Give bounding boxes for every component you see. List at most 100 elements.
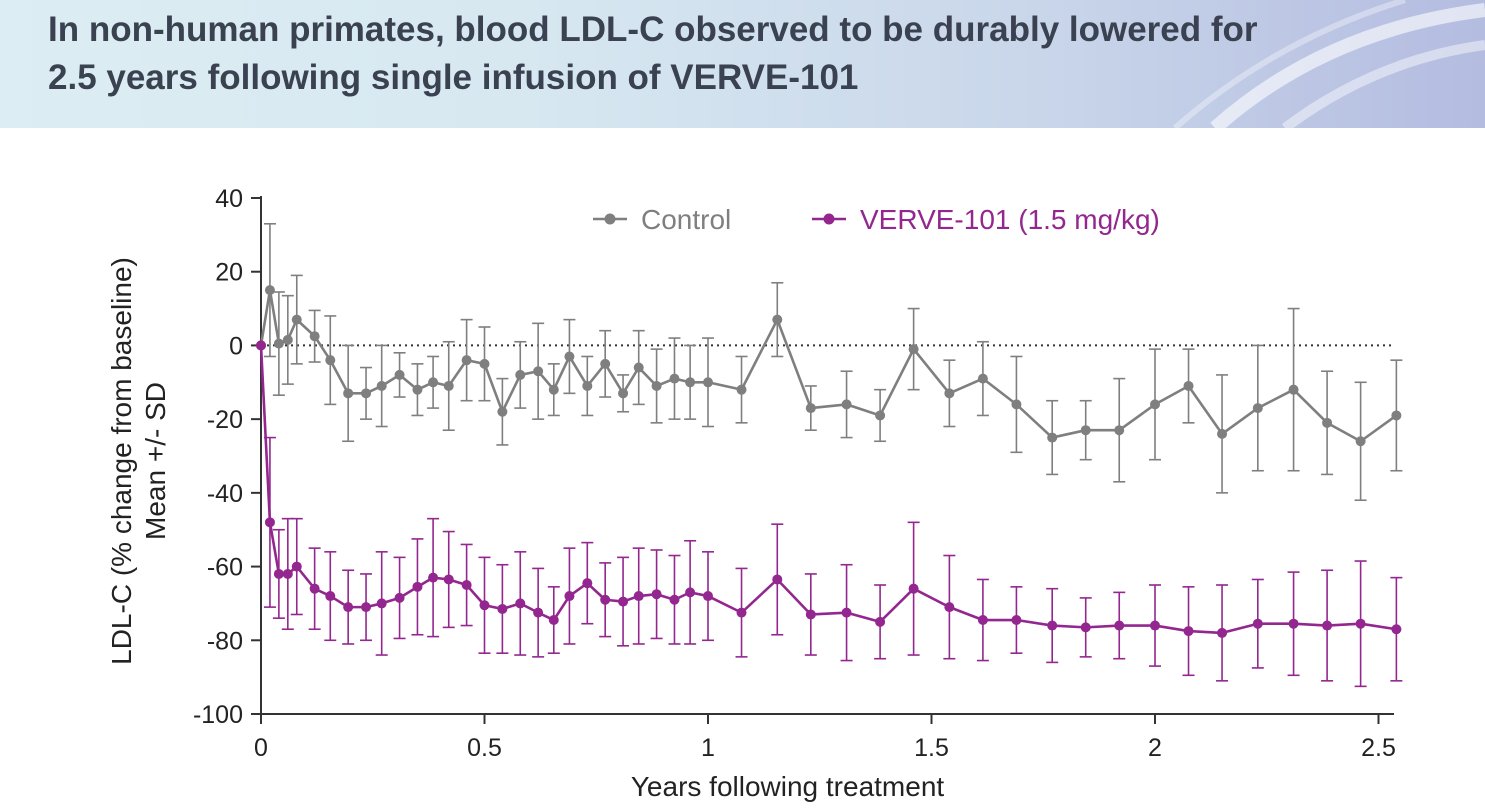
data-point-verve-101 — [703, 591, 713, 602]
data-point-control — [944, 388, 955, 399]
data-point-control — [669, 373, 680, 384]
data-point-verve-101 — [412, 581, 423, 592]
data-point-verve-101 — [1252, 618, 1263, 629]
data-point-verve-101 — [651, 589, 662, 600]
data-point-control — [1150, 399, 1160, 410]
slide-title: In non-human primates, blood LDL-C obser… — [48, 6, 1428, 102]
y-axis-label-line-1: LDL-C (% change from baseline) — [106, 257, 137, 665]
x-tick-label: 2 — [1148, 734, 1162, 762]
y-tick-label: 20 — [215, 259, 243, 287]
data-point-control — [1217, 428, 1228, 439]
data-point-verve-101 — [669, 594, 680, 605]
data-point-verve-101 — [977, 615, 988, 626]
legend-label-verve-101: VERVE-101 (1.5 mg/kg) — [860, 204, 1160, 235]
data-point-control — [685, 377, 696, 388]
data-point-control — [1355, 436, 1366, 447]
data-point-verve-101 — [533, 607, 544, 618]
data-point-verve-101 — [394, 592, 405, 603]
data-point-verve-101 — [600, 594, 611, 605]
data-point-verve-101 — [461, 580, 472, 590]
series-line-verve-101 — [259, 345, 1397, 635]
y-tick-label: 0 — [229, 332, 243, 360]
data-point-control — [1391, 410, 1402, 421]
data-point-control — [533, 366, 544, 377]
data-point-control — [875, 410, 886, 421]
data-point-verve-101 — [772, 574, 783, 585]
data-point-verve-101 — [343, 602, 354, 613]
data-point-verve-101 — [264, 517, 275, 528]
title-line-2: 2.5 years following single infusion of V… — [48, 58, 859, 97]
data-point-verve-101 — [325, 591, 336, 602]
data-point-control — [273, 338, 284, 349]
data-point-verve-101 — [841, 607, 852, 618]
decorative-swoosh — [1173, 0, 1485, 128]
data-point-control — [618, 388, 629, 399]
data-point-verve-101 — [685, 587, 696, 598]
data-point-verve-101 — [1114, 620, 1125, 631]
chart-axes: 40 20 0 -20 -40 -60 -80 -100 0 0.5 1 1.5 2 2.5 — [193, 185, 1396, 762]
data-point-verve-101 — [479, 600, 490, 611]
data-point-control — [282, 334, 293, 345]
data-point-control — [548, 384, 559, 395]
x-tick-label: 0 — [254, 734, 268, 762]
data-point-verve-101 — [1011, 615, 1022, 626]
y-tick-label: -20 — [207, 406, 243, 434]
data-point-verve-101 — [1080, 622, 1091, 633]
series-control — [256, 223, 1403, 502]
data-point-control — [325, 355, 336, 366]
data-point-control — [582, 380, 593, 391]
data-point-verve-101 — [944, 602, 955, 613]
data-point-control — [1183, 380, 1194, 391]
data-point-verve-101 — [282, 568, 293, 579]
data-point-control — [412, 384, 423, 395]
data-point-verve-101 — [564, 591, 575, 602]
data-point-control — [908, 344, 919, 355]
legend-label-control: Control — [641, 204, 731, 235]
data-point-control — [703, 377, 713, 388]
data-point-control — [600, 358, 611, 369]
data-point-verve-101 — [376, 598, 387, 609]
data-point-control — [394, 369, 405, 380]
data-point-verve-101 — [736, 607, 747, 618]
legend-marker-control — [604, 213, 616, 225]
data-point-verve-101 — [309, 583, 320, 594]
y-tick-label: -80 — [207, 627, 243, 655]
x-tick-label: 2.5 — [1361, 734, 1396, 762]
data-point-control — [1288, 384, 1299, 395]
data-point-control — [1011, 399, 1022, 410]
data-point-verve-101 — [256, 340, 266, 351]
data-point-control — [977, 373, 988, 384]
data-point-verve-101 — [1391, 624, 1402, 635]
x-tick-label: 1 — [701, 734, 715, 762]
data-point-verve-101 — [1322, 620, 1333, 631]
data-point-control — [805, 403, 816, 414]
y-tick-label: -60 — [207, 554, 243, 582]
data-point-control — [772, 314, 783, 325]
data-point-control — [1114, 425, 1125, 436]
data-point-control — [515, 369, 526, 380]
legend: Control VERVE-101 (1.5 mg/kg) — [593, 204, 1160, 235]
data-point-control — [479, 358, 490, 369]
data-point-control — [461, 355, 472, 366]
data-point-control — [309, 331, 320, 342]
y-axis-label-line-2: Mean +/- SD — [140, 382, 171, 540]
y-tick-label: -40 — [207, 480, 243, 508]
data-point-verve-101 — [1183, 626, 1194, 637]
y-tick-label: 40 — [215, 185, 243, 213]
data-point-verve-101 — [1047, 620, 1058, 631]
data-point-control — [841, 399, 852, 410]
data-point-verve-101 — [633, 591, 644, 602]
data-point-verve-101 — [291, 561, 302, 572]
data-point-verve-101 — [1150, 620, 1160, 631]
data-point-verve-101 — [582, 578, 593, 589]
data-point-control — [651, 380, 662, 391]
data-point-control — [564, 351, 575, 362]
data-point-verve-101 — [908, 583, 919, 594]
plot-area — [256, 223, 1403, 688]
title-line-1: In non-human primates, blood LDL-C obser… — [48, 10, 1258, 49]
data-point-verve-101 — [548, 615, 559, 626]
slide-header: In non-human primates, blood LDL-C obser… — [0, 0, 1485, 128]
x-tick-label: 1.5 — [914, 734, 949, 762]
series-line-control — [259, 288, 1398, 443]
data-point-control — [361, 388, 372, 399]
